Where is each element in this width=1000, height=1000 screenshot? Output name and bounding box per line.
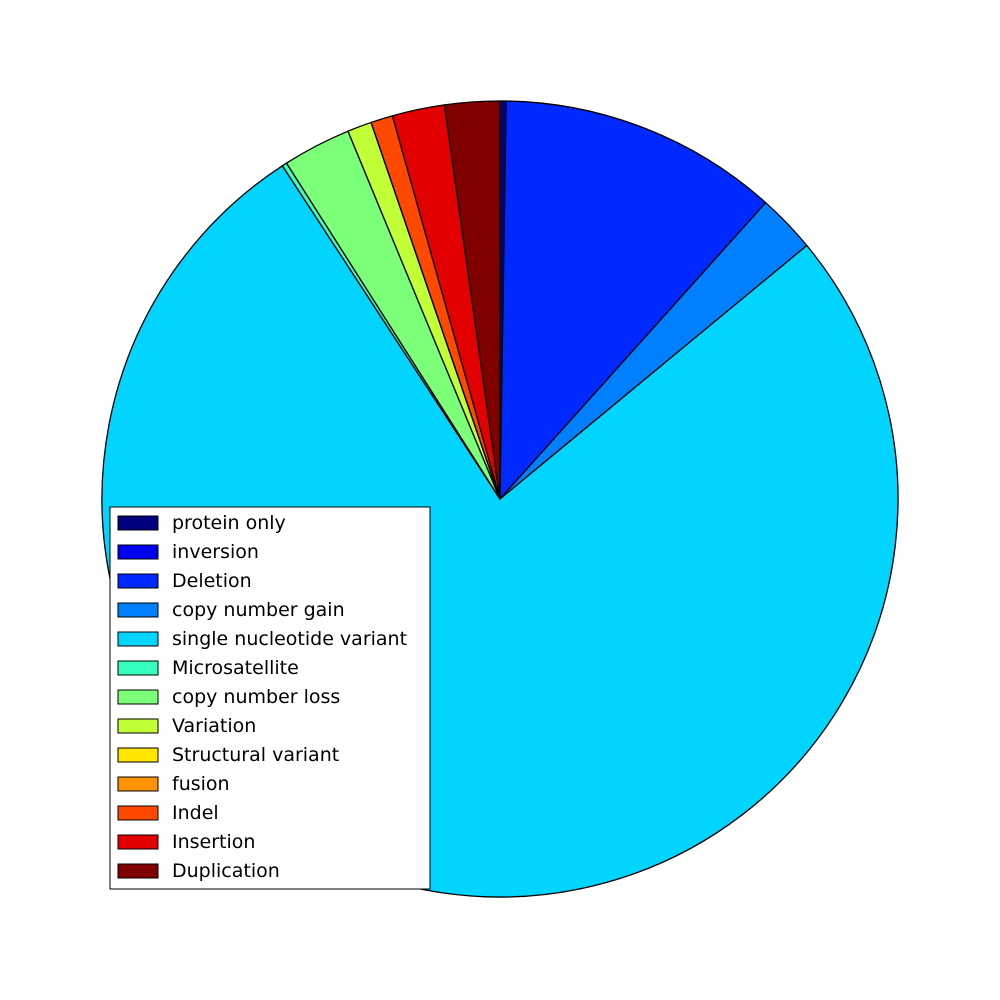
legend-label: Variation (172, 715, 256, 737)
legend-swatch (117, 689, 159, 705)
legend-label: protein only (172, 512, 286, 534)
legend-label: Indel (172, 802, 219, 824)
legend-label: fusion (172, 773, 230, 795)
legend-swatch (117, 863, 159, 879)
legend-swatch (117, 747, 159, 763)
legend-label: Structural variant (172, 744, 339, 766)
legend-label: Microsatellite (172, 657, 299, 679)
legend-swatch (117, 718, 159, 734)
legend: protein only inversion Deletion copy number… (109, 506, 431, 890)
legend-swatch (117, 544, 159, 560)
legend-swatch (117, 573, 159, 589)
legend-swatch (117, 631, 159, 647)
legend-label: Duplication (172, 860, 280, 882)
legend-swatch (117, 515, 159, 531)
legend-swatch (117, 602, 159, 618)
legend-frame (109, 506, 431, 890)
pie-slice-duplication (443, 100, 501, 500)
legend-swatch (117, 776, 159, 792)
legend-label: copy number loss (172, 686, 340, 708)
legend-label: Insertion (172, 831, 255, 853)
legend-swatch (117, 834, 159, 850)
legend-label: copy number gain (172, 599, 345, 621)
legend-swatch (117, 805, 159, 821)
legend-swatch (117, 660, 159, 676)
legend-label: inversion (172, 541, 259, 563)
pie-slice-deletion (499, 100, 767, 500)
legend-label: single nucleotide variant (172, 628, 407, 650)
legend-label: Deletion (172, 570, 252, 592)
